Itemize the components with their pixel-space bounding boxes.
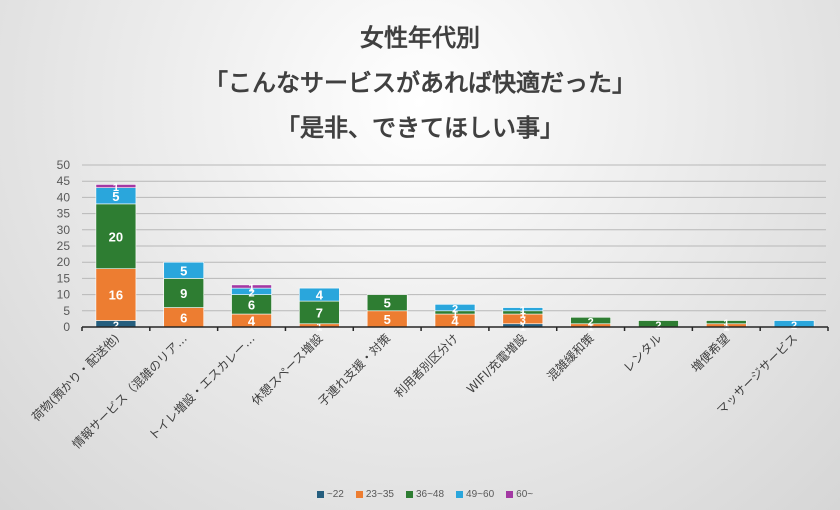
y-tick-label: 50 (57, 158, 71, 172)
bar-value-label: 5 (112, 189, 119, 204)
bar-segment[interactable] (434, 304, 476, 312)
bar-value-label: 7 (316, 305, 323, 320)
y-tick-label: 35 (57, 207, 71, 221)
bar-value-label: 1 (113, 182, 119, 194)
y-tick-label: 15 (57, 271, 71, 285)
bar-value-label: 1 (452, 308, 458, 320)
bar-value-label: 16 (109, 288, 123, 303)
bar-value-label: 2 (791, 320, 797, 332)
bar-value-label: 1 (520, 308, 526, 320)
bar-value-label: 9 (180, 286, 187, 301)
chart-legend: ~22 23~35 36~48 49~60 60~ (290, 484, 560, 504)
x-category-label: 休憩スペース増設 (248, 331, 325, 408)
bar-segment[interactable] (502, 307, 544, 312)
y-tick-label: 30 (57, 223, 71, 237)
legend-label: 49~60 (466, 488, 495, 500)
bar-value-label: 1 (520, 305, 526, 317)
x-category-label: 子連れ支援・対策 (316, 331, 394, 409)
bar-value-label: 3 (520, 315, 526, 327)
bar-segment[interactable] (163, 261, 205, 279)
x-category-label: 増便希望 (688, 331, 733, 376)
bar-value-label: 2 (248, 287, 254, 299)
bar-segment[interactable] (163, 278, 205, 308)
legend-item[interactable]: 60~ (506, 489, 533, 500)
legend-swatch-icon (316, 490, 324, 498)
bar-value-label: 6 (180, 310, 187, 325)
bar-value-label: 6 (248, 297, 255, 312)
legend-label: 60~ (516, 488, 534, 500)
legend-item[interactable]: 49~60 (456, 489, 494, 500)
bar-value-label: 5 (384, 312, 391, 327)
y-tick-label: 45 (57, 174, 71, 188)
bar-value-label: 1 (723, 318, 729, 330)
bar-segment[interactable] (705, 320, 747, 325)
bar-value-label: 4 (451, 314, 459, 329)
chart-title-line2: 「こんなサービスがあれば快適だった」 (204, 69, 636, 97)
bar-value-label: 1 (248, 283, 254, 295)
bar-segment[interactable] (570, 316, 611, 325)
y-tick-label: 40 (57, 190, 71, 204)
y-tick-label: 25 (57, 239, 71, 253)
chart-title-line1: 女性年代別 (360, 24, 480, 52)
legend-label: ~22 (326, 488, 344, 500)
bar-value-label: 4 (316, 288, 324, 303)
bar-value-label: 5 (180, 263, 187, 278)
legend-swatch-icon (405, 490, 413, 498)
legend-item[interactable]: 36~48 (405, 488, 445, 500)
legend-label: 36~48 (415, 488, 445, 500)
legend-label: 23~35 (365, 488, 394, 500)
x-category-label: レンタル (621, 331, 665, 375)
legend-item[interactable]: 23~35 (355, 488, 394, 500)
legend-item[interactable]: ~22 (316, 488, 344, 500)
y-tick-label: 10 (57, 288, 71, 302)
bar-value-label: 2 (452, 304, 458, 316)
bar-value-label: 2 (655, 320, 661, 332)
bar-value-label: 2 (113, 320, 119, 332)
bar-segment[interactable] (95, 184, 137, 188)
bar-segment[interactable] (231, 284, 272, 289)
x-category-label: 混雑緩和策 (544, 331, 597, 384)
y-tick-label: 20 (57, 255, 71, 269)
bar-value-label: 5 (384, 296, 391, 311)
legend-swatch-icon (355, 490, 363, 498)
x-category-label: トイレ増設・エスカレー… (145, 331, 257, 443)
bar-segment[interactable] (366, 294, 408, 312)
stacked-bar-chart: 051015202530354045502162051荷物(預かり・配送他)69… (28, 158, 829, 452)
y-tick-label: 5 (63, 304, 70, 318)
legend-swatch-icon (456, 490, 464, 498)
x-category-label: 利用者別区分け (392, 331, 461, 400)
y-tick-label: 0 (63, 320, 70, 334)
legend-swatch-icon (506, 490, 514, 498)
bar-value-label: 20 (109, 229, 123, 244)
bar-value-label: 4 (248, 314, 256, 329)
bar-value-label: 2 (588, 317, 594, 329)
bar-segment[interactable] (299, 287, 340, 302)
x-category-label: WIFI/充電増設 (463, 331, 529, 397)
x-category-label: 情報サービス（混雑のリア… (69, 331, 190, 452)
chart-title-line3: 「是非、できてほしい事」 (276, 114, 564, 142)
